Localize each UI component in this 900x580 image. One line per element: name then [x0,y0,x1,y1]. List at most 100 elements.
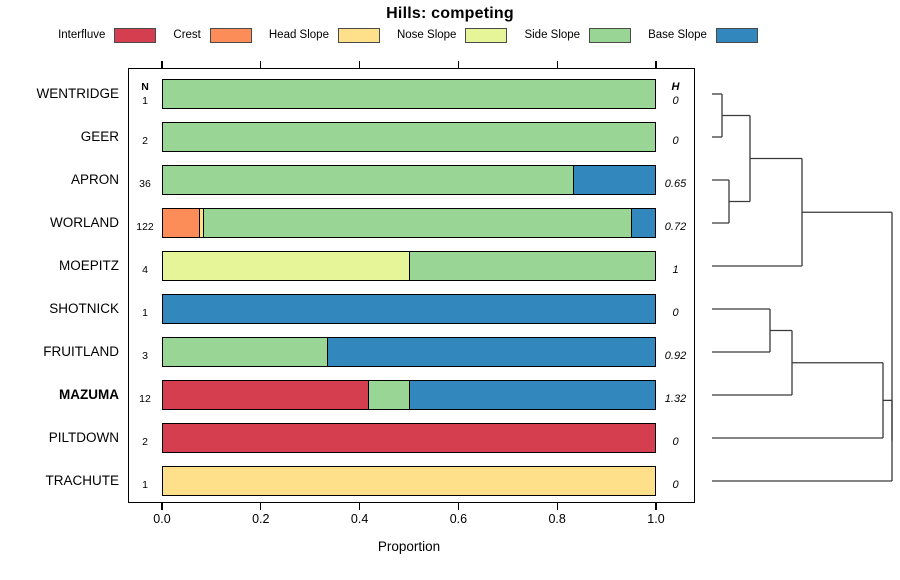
stacked-bar [162,423,656,453]
x-axis-tick-top [358,61,361,68]
x-axis-label: Proportion [377,539,441,554]
n-value: 36 [129,165,161,195]
bar-segment-side-slope [163,338,327,366]
h-value: 0.65 [657,165,694,195]
h-value: 0 [657,466,694,496]
stacked-bar [162,337,656,367]
bar-segment-interfluve [163,381,369,409]
stacked-bar [162,380,656,410]
n-value: 2 [129,423,161,453]
x-axis-tick-label: 0.0 [153,512,171,526]
bar-segment-base-slope [163,295,655,323]
x-axis-tick-label: 0.2 [252,512,270,526]
n-column-header: N [141,81,149,93]
h-value-text: 0.65 [664,177,687,190]
row-label: WORLAND [49,215,119,230]
n-value-text: 1 [142,478,148,491]
legend-color-swatch [114,27,157,43]
h-value-text: 0 [672,435,679,448]
legend-item: Nose Slope [396,27,508,43]
h-value-text: 0 [672,478,679,491]
n-value-text: 122 [136,220,154,233]
h-value: 1 [657,251,694,281]
row-label: TRACHUTE [45,473,120,488]
stacked-bar [162,208,656,238]
x-axis-tick-bottom [655,503,657,510]
n-value-text: 4 [142,263,148,276]
plot-panel-border [128,68,695,503]
legend-item-label: Crest [173,29,201,41]
n-value-text: 2 [142,134,148,147]
legend-color-swatch [589,27,632,43]
n-value-text: 36 [139,177,151,190]
legend-item: Crest [173,27,252,43]
row-label: MAZUMA [59,387,119,402]
row-label: FRUITLAND [43,344,119,359]
bar-segment-head-slope [163,467,655,495]
stacked-bar [162,466,656,496]
bar-segment-base-slope [630,209,655,237]
h-value: 0 [657,122,694,152]
h-value-text: 0 [672,306,679,319]
stacked-bar [162,122,656,152]
x-axis-tick-bottom [161,503,163,510]
stacked-bar [162,294,656,324]
h-value: 0.92 [657,337,694,367]
row-label: MOEPITZ [59,258,119,273]
x-axis-tick-top [655,61,657,68]
legend-item-label: Base Slope [648,29,707,41]
chart-title: Hills: competing [386,5,514,22]
bar-segment-interfluve [163,424,655,452]
row-label: GEER [80,129,119,144]
bar-segment-head-slope [199,209,204,237]
n-value-text: 3 [142,349,148,362]
h-column-header: H [671,81,680,93]
bar-segment-side-slope [368,381,409,409]
x-axis-tick-label: 0.4 [350,512,369,526]
n-value: 3 [129,337,161,367]
n-value-text: 1 [142,306,148,319]
bar-segment-side-slope [163,123,655,151]
x-axis-tick-label: 0.6 [449,512,468,526]
row-label: WENTRIDGE [36,86,120,101]
legend-color-swatch [715,27,758,43]
legend-item: Head Slope [268,27,380,43]
legend-item-label: Side Slope [524,29,581,41]
stacked-bar [162,165,656,195]
h-value: 0.72 [657,208,694,238]
h-value-text: 0.92 [664,349,687,362]
n-value-text: 2 [142,435,148,448]
n-value: 1 [129,294,161,324]
h-value-text: 1 [672,263,679,276]
bar-segment-side-slope [409,252,655,280]
bar-segment-side-slope [203,209,631,237]
legend: Interfluve Crest Head Slope Nose Slope Side … [0,26,816,44]
legend-color-swatch [465,27,508,43]
legend-color-swatch [209,27,252,43]
bar-segment-base-slope [326,338,655,366]
n-value-text: 1 [142,95,148,107]
bar-segment-crest [163,209,200,237]
x-axis-tick-bottom [260,503,262,510]
h-value-text: 0.72 [664,220,687,233]
n-value: 1 [129,466,161,496]
n-value: 2 [129,122,161,152]
legend-item-label: Head Slope [268,29,329,41]
bar-segment-side-slope [163,166,573,194]
n-value: 12 [129,380,161,410]
h-value: 0 [657,294,694,324]
legend-item-label: Interfluve [58,29,106,41]
x-axis-tick-bottom [457,503,460,510]
row-label: SHOTNICK [49,301,119,316]
stacked-bar [162,251,656,281]
legend-item-label: Nose Slope [396,29,457,41]
x-axis-tick-top [556,61,558,68]
h-value: 1.32 [657,380,694,410]
x-axis-tick-bottom [556,503,558,510]
legend-item: Base Slope [648,27,758,43]
legend-color-swatch [337,27,380,43]
x-axis-tick-top [260,61,262,68]
